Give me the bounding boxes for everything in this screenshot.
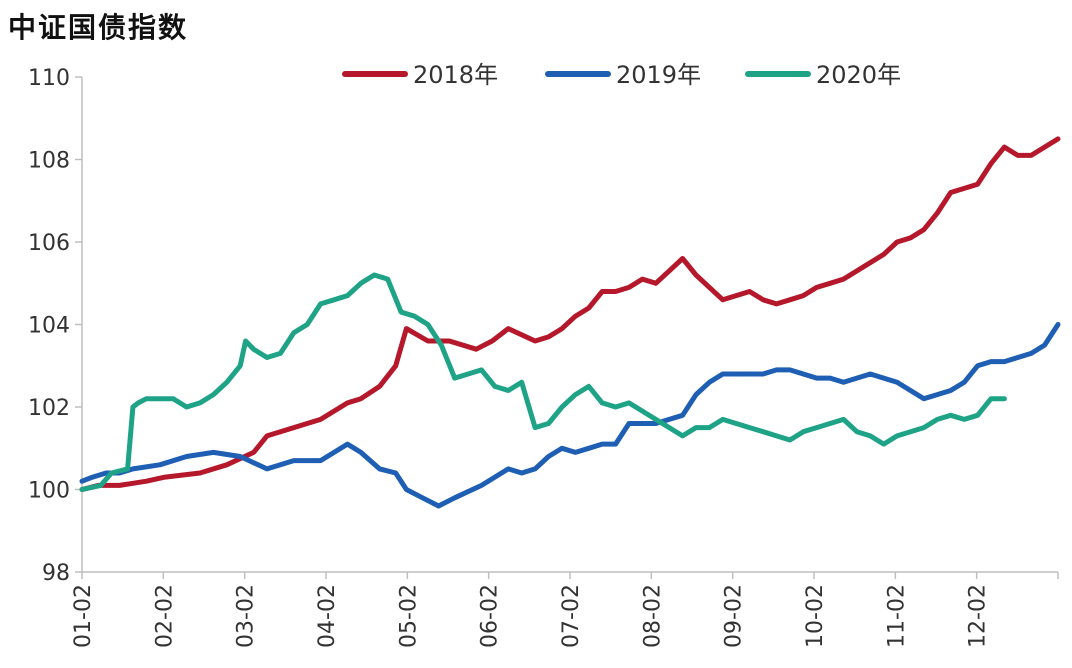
series-lines (79, 136, 1061, 509)
x-tick-label: 10-02 (803, 584, 828, 648)
x-tick-label: 12-02 (966, 584, 991, 648)
y-tick-label: 104 (28, 314, 70, 339)
y-tick-label: 100 (28, 479, 70, 504)
y-tick-label: 110 (28, 66, 70, 91)
legend: 2018年 2019年 2020年 (342, 61, 901, 89)
chart-title: 中证国债指数 (8, 11, 189, 44)
y-tick-label: 106 (28, 231, 70, 256)
x-tick-label: 09-02 (722, 584, 747, 648)
legend-label: 2018年 (413, 61, 498, 89)
y-tick-label: 108 (28, 149, 70, 174)
x-tick-label: 06-02 (478, 584, 503, 648)
legend-label: 2019年 (616, 61, 701, 89)
series-line (79, 136, 1061, 492)
y-tick-label: 98 (42, 561, 70, 586)
x-tick-label: 11-02 (884, 584, 909, 648)
x-tick-label: 01-02 (71, 584, 96, 648)
series-line (79, 322, 1061, 509)
legend-label: 2020年 (816, 61, 901, 89)
axes: 98 100 102 104 106 108 110 01-02 02-02 03-02 04-02… (28, 66, 1059, 648)
x-tick-label: 08-02 (640, 584, 665, 648)
x-tick-label: 03-02 (234, 584, 259, 648)
x-tick-label: 07-02 (559, 584, 584, 648)
y-tick-label: 102 (28, 396, 70, 421)
series-line (79, 272, 1007, 492)
x-tick-label: 04-02 (315, 584, 340, 648)
x-tick-label: 02-02 (152, 584, 177, 648)
x-tick-label: 05-02 (396, 584, 421, 648)
